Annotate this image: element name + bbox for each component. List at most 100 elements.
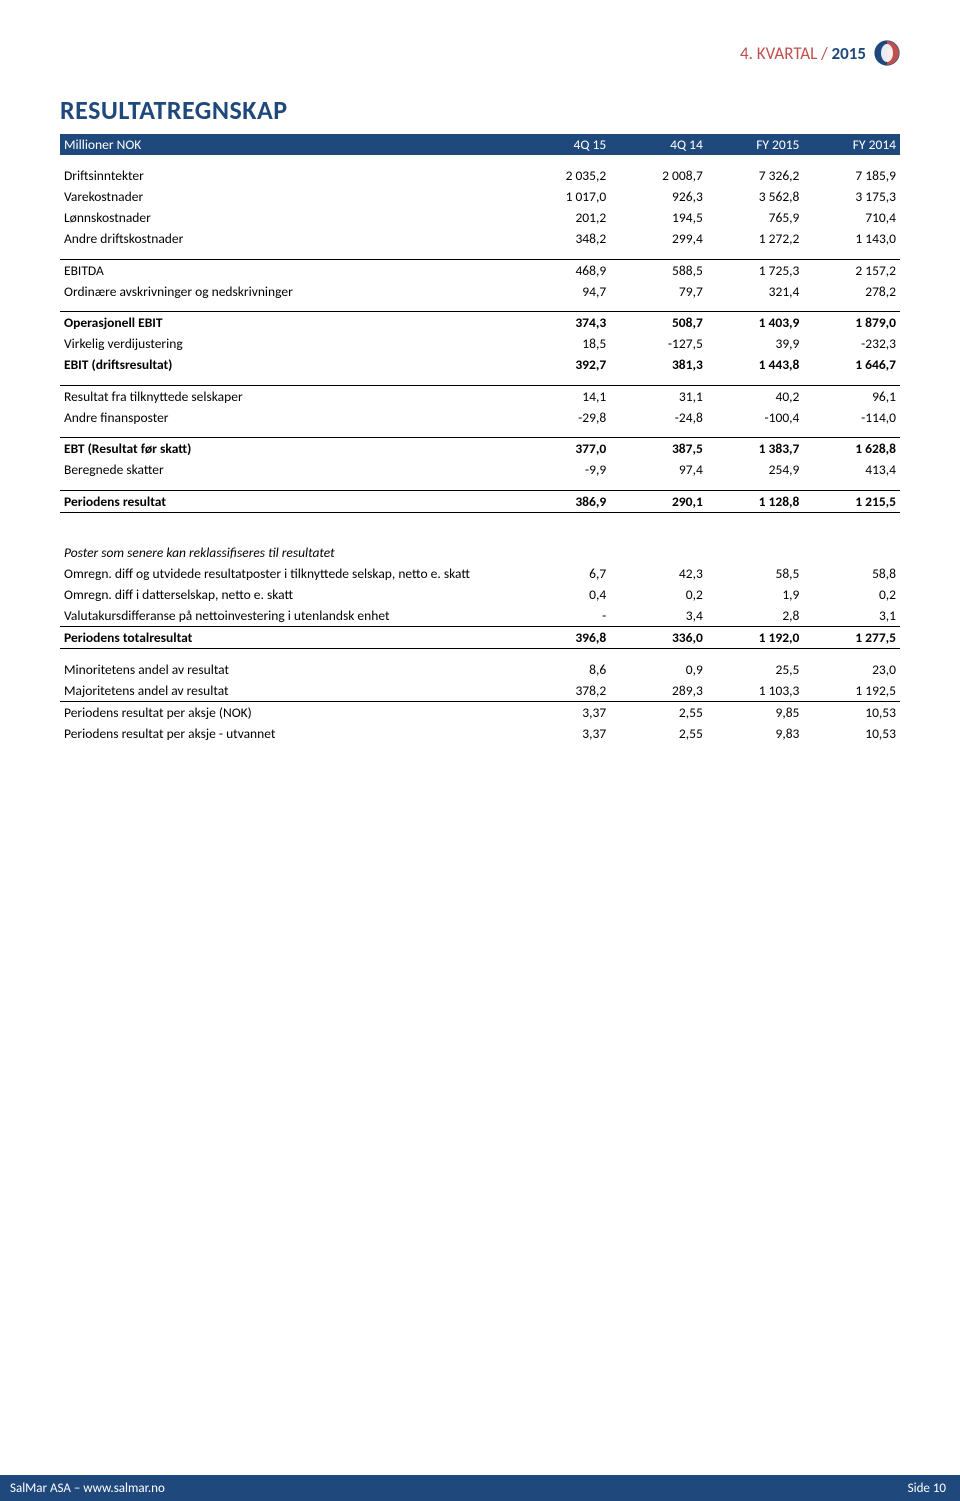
row-value: 31,1 <box>610 385 707 407</box>
row-value: 10,53 <box>803 723 900 744</box>
row-value: 3,4 <box>610 605 707 627</box>
row-value: -127,5 <box>610 333 707 354</box>
row-value: 1 143,0 <box>803 228 900 249</box>
row-value: 387,5 <box>610 438 707 460</box>
row-value: -29,8 <box>514 407 611 428</box>
page-footer: SalMar ASA – www.salmar.no Side 10 <box>0 1475 960 1501</box>
col-header-q15: 4Q 15 <box>514 134 611 155</box>
row-value: 348,2 <box>514 228 611 249</box>
row-value: 96,1 <box>803 385 900 407</box>
row-value: 201,2 <box>514 207 611 228</box>
row-value: 194,5 <box>610 207 707 228</box>
row-value: -9,9 <box>514 459 611 480</box>
year-text: 2015 <box>832 43 866 64</box>
row-value: 3,1 <box>803 605 900 627</box>
row-label: EBT (Resultat før skatt) <box>60 438 514 460</box>
row-value: 2 157,2 <box>803 259 900 281</box>
row-value: 2,8 <box>707 605 804 627</box>
row-label: Andre finansposter <box>60 407 514 428</box>
footer-page-number: Side 10 <box>908 1481 946 1496</box>
table-header-row: Millioner NOK 4Q 15 4Q 14 FY 2015 FY 201… <box>60 134 900 155</box>
income-statement-table: Millioner NOK 4Q 15 4Q 14 FY 2015 FY 201… <box>60 134 900 744</box>
row-value: 321,4 <box>707 281 804 302</box>
row-value: 1 443,8 <box>707 354 804 375</box>
row-value: 0,9 <box>610 659 707 680</box>
table-row: Periodens resultat386,9290,11 128,81 215… <box>60 490 900 512</box>
company-logo-icon <box>874 40 900 66</box>
row-value: 25,5 <box>707 659 804 680</box>
row-value: 0,2 <box>803 584 900 605</box>
table-row: Periodens totalresultat396,8336,01 192,0… <box>60 627 900 649</box>
row-value: 2,55 <box>610 723 707 744</box>
page-header: 4. KVARTAL / 2015 <box>60 40 900 66</box>
col-header-fy15: FY 2015 <box>707 134 804 155</box>
row-value: 3,37 <box>514 723 611 744</box>
row-value: 336,0 <box>610 627 707 649</box>
row-value: 413,4 <box>803 459 900 480</box>
row-value: 1 879,0 <box>803 312 900 334</box>
table-row: Omregn. diff i datterselskap, netto e. s… <box>60 584 900 605</box>
row-value: 926,3 <box>610 186 707 207</box>
row-value: 710,4 <box>803 207 900 228</box>
row-value: 2,55 <box>610 701 707 723</box>
row-label: Beregnede skatter <box>60 459 514 480</box>
row-value: 290,1 <box>610 490 707 512</box>
row-value: 2 008,7 <box>610 165 707 186</box>
col-header-q14: 4Q 14 <box>610 134 707 155</box>
row-value: 10,53 <box>803 701 900 723</box>
row-label: Operasjonell EBIT <box>60 312 514 334</box>
row-value: 1 403,9 <box>707 312 804 334</box>
row-value: 40,2 <box>707 385 804 407</box>
row-value: -114,0 <box>803 407 900 428</box>
row-value: 1 272,2 <box>707 228 804 249</box>
row-value: 2 035,2 <box>514 165 611 186</box>
row-value: 39,9 <box>707 333 804 354</box>
row-value: 9,83 <box>707 723 804 744</box>
row-value: 79,7 <box>610 281 707 302</box>
row-label: EBIT (driftsresultat) <box>60 354 514 375</box>
row-label: Driftsinntekter <box>60 165 514 186</box>
table-row: EBT (Resultat før skatt)377,0387,51 383,… <box>60 438 900 460</box>
row-value: 378,2 <box>514 680 611 702</box>
row-value: 9,85 <box>707 701 804 723</box>
row-value: 377,0 <box>514 438 611 460</box>
row-value: 3 175,3 <box>803 186 900 207</box>
row-value: 1 192,5 <box>803 680 900 702</box>
row-label: Majoritetens andel av resultat <box>60 680 514 702</box>
row-value: 1 277,5 <box>803 627 900 649</box>
table-row: Resultat fra tilknyttede selskaper14,131… <box>60 385 900 407</box>
row-value: 588,5 <box>610 259 707 281</box>
table-row: Majoritetens andel av resultat378,2289,3… <box>60 680 900 702</box>
row-value: 6,7 <box>514 563 611 584</box>
quarter-text: 4. KVARTAL <box>740 43 817 64</box>
row-value: 468,9 <box>514 259 611 281</box>
row-label: Lønnskostnader <box>60 207 514 228</box>
row-value: 97,4 <box>610 459 707 480</box>
row-value: 14,1 <box>514 385 611 407</box>
row-value: 0,4 <box>514 584 611 605</box>
row-value: 299,4 <box>610 228 707 249</box>
row-value: 94,7 <box>514 281 611 302</box>
row-label: Periodens totalresultat <box>60 627 514 649</box>
row-value: 508,7 <box>610 312 707 334</box>
row-value: -232,3 <box>803 333 900 354</box>
row-value: 1 103,3 <box>707 680 804 702</box>
row-value: 1 725,3 <box>707 259 804 281</box>
row-value: 0,2 <box>610 584 707 605</box>
row-label: EBITDA <box>60 259 514 281</box>
table-row: Andre finansposter-29,8-24,8-100,4-114,0 <box>60 407 900 428</box>
row-label: Periodens resultat per aksje - utvannet <box>60 723 514 744</box>
row-value: 1 646,7 <box>803 354 900 375</box>
row-value: 7 185,9 <box>803 165 900 186</box>
row-label: Virkelig verdijustering <box>60 333 514 354</box>
row-value: 3,37 <box>514 701 611 723</box>
table-row: Periodens resultat per aksje (NOK)3,372,… <box>60 701 900 723</box>
table-row: Andre driftskostnader348,2299,41 272,21 … <box>60 228 900 249</box>
row-value: 1 628,8 <box>803 438 900 460</box>
col-header-fy14: FY 2014 <box>803 134 900 155</box>
page: 4. KVARTAL / 2015 RESULTATREGNSKAP Milli… <box>0 0 960 1460</box>
row-label: Omregn. diff i datterselskap, netto e. s… <box>60 584 514 605</box>
row-value: 7 326,2 <box>707 165 804 186</box>
row-value: 386,9 <box>514 490 611 512</box>
row-value: 396,8 <box>514 627 611 649</box>
